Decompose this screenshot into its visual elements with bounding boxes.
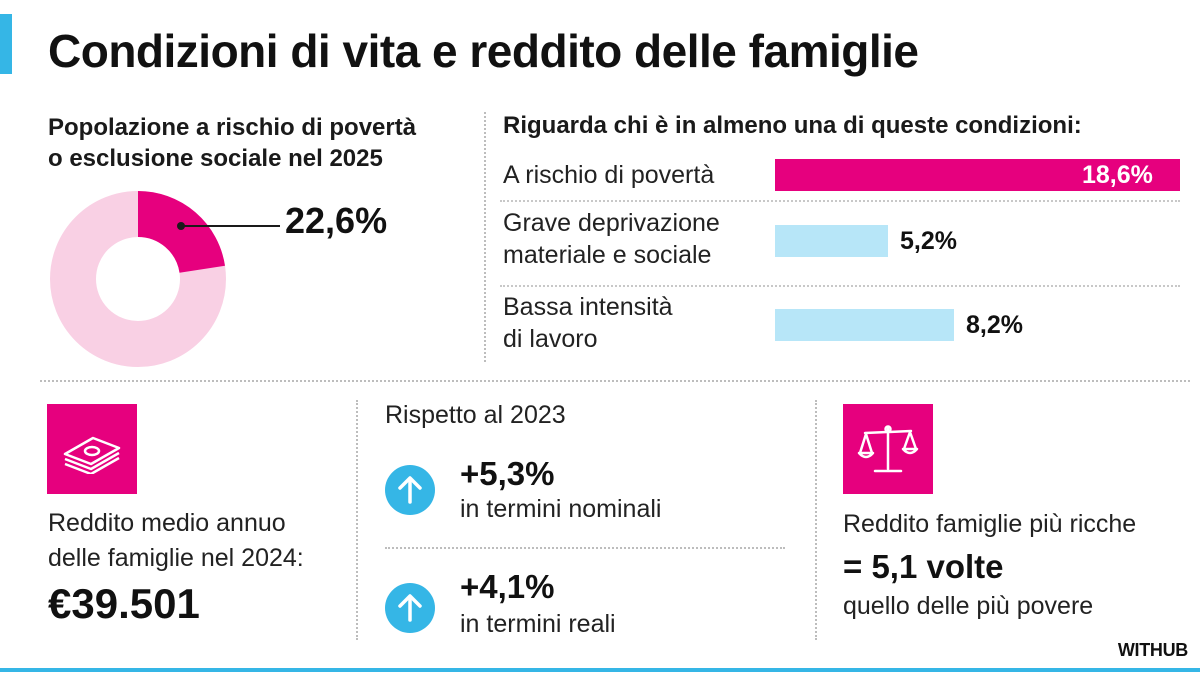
bar-bassa-intensita: [775, 309, 954, 341]
richest-label: Reddito famiglie più ricche: [843, 510, 1137, 538]
conditions-title: Riguarda chi è in almeno una di queste c…: [503, 112, 1082, 139]
real-change-value: +4,1%: [460, 568, 555, 605]
condition-separator: [500, 285, 1180, 287]
horizontal-divider: [385, 547, 785, 549]
richest-sub: quello delle più povere: [843, 592, 1094, 620]
income-label: Reddito medio annuo delle famiglie nel 2…: [48, 506, 304, 576]
bar-value-grave-deprivazione: 5,2%: [900, 227, 957, 255]
scales-icon: [843, 404, 933, 494]
vertical-divider: [815, 400, 817, 640]
nominal-change-label: in termini nominali: [460, 495, 662, 523]
bar-rischio-poverta: [775, 159, 1180, 191]
poverty-value-label: 22,6%: [285, 200, 388, 241]
poverty-title-line1: Popolazione a rischio di povertà: [48, 114, 417, 141]
bottom-accent-line: [0, 668, 1200, 672]
nominal-change-value: +5,3%: [460, 455, 555, 492]
condition-label-1-line1: A rischio di povertà: [503, 161, 715, 189]
arrow-up-icon: [385, 583, 435, 633]
brand-logo: WITHUB: [1117, 640, 1188, 660]
real-change-label: in termini reali: [460, 610, 616, 638]
arrow-up-icon: [385, 465, 435, 515]
accent-bar: [0, 14, 12, 74]
page-title: Condizioni di vita e reddito delle famig…: [48, 25, 919, 77]
income-label-line2: delle famiglie nel 2024:: [48, 544, 304, 572]
income-value: €39.501: [48, 580, 200, 627]
money-icon: [47, 404, 137, 494]
bar-value-rischio-poverta: 18,6%: [1082, 161, 1153, 189]
condition-label-3: Bassa intensità di lavoro: [503, 291, 673, 355]
bar-value-bassa-intensita: 8,2%: [966, 311, 1023, 339]
condition-label-3-line2: di lavoro: [503, 325, 598, 353]
vertical-divider: [484, 112, 486, 362]
comparison-title: Rispetto al 2023: [385, 401, 566, 429]
horizontal-divider: [40, 380, 1190, 382]
condition-label-3-line1: Bassa intensità: [503, 293, 673, 321]
poverty-title-line2: o esclusione sociale nel 2025: [48, 145, 383, 172]
richest-value: = 5,1 volte: [843, 548, 1004, 585]
poverty-title: Popolazione a rischio di povertà o esclu…: [48, 112, 478, 174]
condition-label-2-line2: materiale e sociale: [503, 241, 712, 269]
condition-label-2: Grave deprivazione materiale e sociale: [503, 207, 720, 271]
income-label-line1: Reddito medio annuo: [48, 509, 286, 537]
donut-poverty-slice: [136, 191, 225, 274]
bar-grave-deprivazione: [775, 225, 888, 257]
condition-separator: [500, 200, 1180, 202]
condition-label-2-line1: Grave deprivazione: [503, 209, 720, 237]
vertical-divider: [356, 400, 358, 640]
condition-label-1: A rischio di povertà: [503, 159, 714, 191]
poverty-donut-chart: [50, 191, 280, 367]
